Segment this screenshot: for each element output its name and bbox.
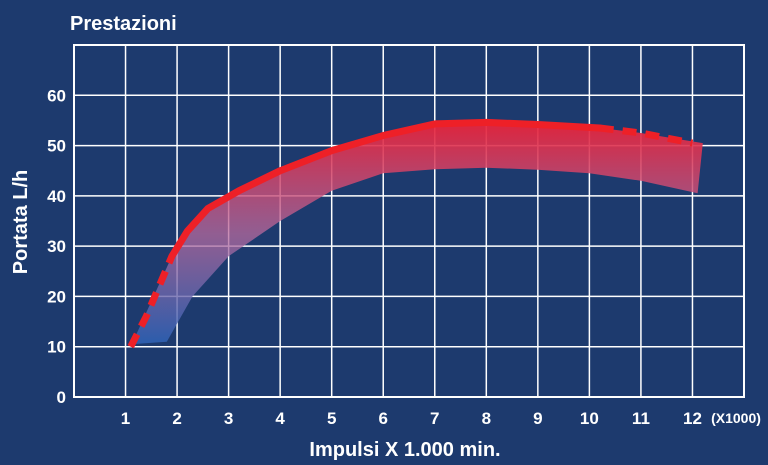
y-tick-label: 20 [47,287,66,306]
x-tick-label: 11 [632,409,650,428]
curve-group [127,118,694,349]
y-tick-labels: 0 10 20 30 40 50 60 [47,86,66,407]
curve-solid-segment [168,118,604,260]
y-axis-label: Portata L/h [10,170,32,274]
x-tick-label: 4 [275,409,285,428]
x-tick-label: 7 [430,409,439,428]
x-tick-labels: 1 2 3 4 5 6 7 8 9 10 11 12 [121,409,702,428]
plot-frame [73,44,745,398]
curve-dashed-segment [599,124,694,147]
x-tick-label: 9 [533,409,542,428]
performance-band [130,122,703,347]
chart-grid [73,44,745,398]
y-tick-label: 50 [47,137,66,156]
x-tick-label: 6 [378,409,387,428]
x-tick-label: 2 [172,409,181,428]
x-axis-unit: (X1000) [711,410,761,426]
chart-title: Prestazioni [70,13,177,35]
x-tick-label: 5 [327,409,336,428]
y-tick-label: 10 [47,338,66,357]
x-axis-label: Impulsi X 1.000 min. [309,439,500,461]
x-tick-label: 1 [121,409,130,428]
x-tick-label: 3 [224,409,233,428]
y-tick-label: 40 [47,187,66,206]
y-tick-label: 0 [57,388,66,407]
y-tick-label: 30 [47,237,66,256]
curve-dashed-segment [127,254,176,349]
x-tick-label: 8 [482,409,491,428]
x-tick-label: 10 [580,409,599,428]
y-tick-label: 60 [47,86,66,105]
x-tick-label: 12 [683,409,702,428]
